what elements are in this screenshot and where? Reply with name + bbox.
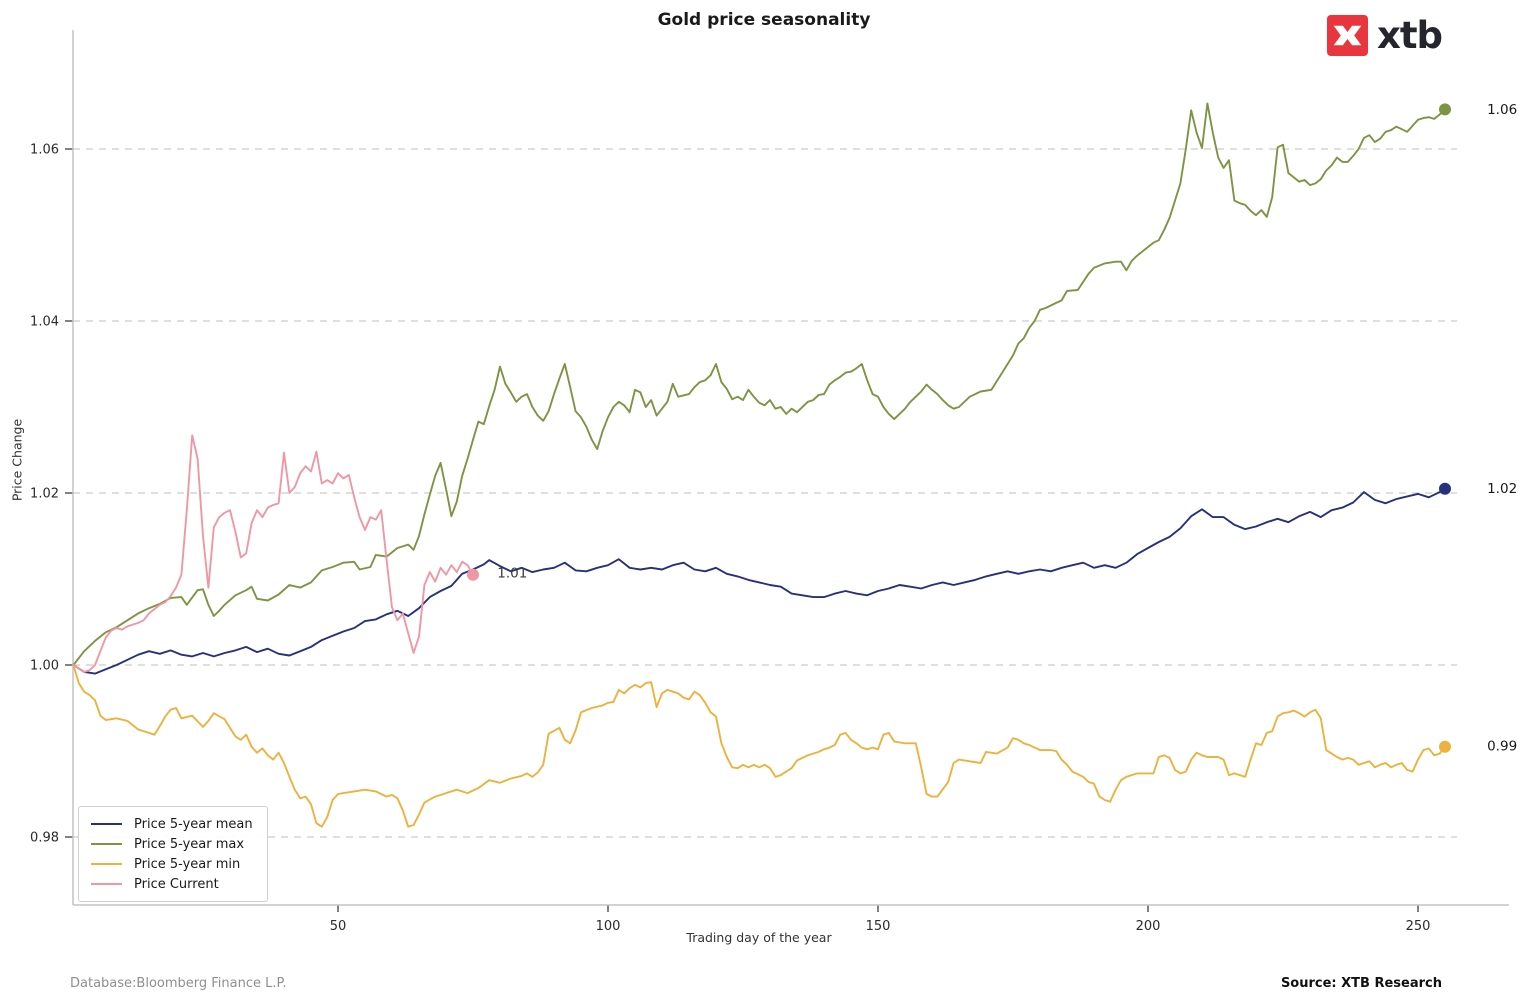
xtb-logo-mark <box>1327 15 1368 56</box>
legend-label: Price 5-year max <box>134 836 245 852</box>
end-dot-price-5-year-mean <box>1439 482 1451 495</box>
chart-title: Gold price seasonality <box>657 10 871 30</box>
legend-label: Price 5-year min <box>134 856 241 872</box>
legend-line-swatch <box>91 883 122 885</box>
y-tick-label: 1.02 <box>30 487 59 502</box>
y-tick-label: 1.06 <box>30 143 59 158</box>
y-tick-label: 0.98 <box>30 831 59 846</box>
source-credit: Source: XTB Research <box>1280 976 1442 991</box>
legend-item: Price 5-year min <box>91 854 253 874</box>
xtb-x-icon <box>1333 25 1362 46</box>
series-line-price-5-year-mean <box>72 487 1446 675</box>
end-dot-price-current <box>467 568 479 581</box>
legend-label: Price Current <box>134 876 219 892</box>
x-tick-label: 250 <box>1406 919 1431 934</box>
legend-item: Price 5-year max <box>91 834 253 854</box>
series-line-price-current <box>72 434 474 673</box>
x-tick-label: 50 <box>330 919 347 934</box>
y-tick-label: 1.04 <box>30 315 59 330</box>
legend-label: Price 5-year mean <box>134 816 253 832</box>
xtb-logo-text: xtb <box>1377 14 1443 57</box>
legend: Price 5-year mean Price 5-year max Price 5… <box>78 806 268 902</box>
x-axis-label: Trading day of the year <box>686 930 832 945</box>
xtb-logo: xtb <box>1327 14 1443 57</box>
database-credit: Database:Bloomberg Finance L.P. <box>70 976 287 991</box>
value-annotation: 1.02 <box>1487 481 1517 497</box>
y-tick-label: 1.00 <box>30 659 59 674</box>
x-tick-label: 150 <box>866 919 891 934</box>
end-dot-price-5-year-max <box>1439 103 1451 116</box>
value-annotation: 1.06 <box>1487 102 1517 118</box>
legend-item: Price 5-year mean <box>91 814 253 834</box>
value-annotation: 0.99 <box>1487 738 1517 754</box>
legend-line-swatch <box>91 863 122 865</box>
x-tick-label: 200 <box>1136 919 1161 934</box>
series-line-price-5-year-max <box>72 102 1446 666</box>
value-annotation: 1.01 <box>497 566 527 582</box>
legend-item: Price Current <box>91 874 253 894</box>
x-tick-label: 100 <box>596 919 621 934</box>
y-axis-label: Price Change <box>9 418 25 502</box>
series-line-price-5-year-min <box>72 664 1446 828</box>
legend-line-swatch <box>91 843 122 845</box>
end-dot-price-5-year-min <box>1439 740 1451 753</box>
legend-line-swatch <box>91 823 122 825</box>
